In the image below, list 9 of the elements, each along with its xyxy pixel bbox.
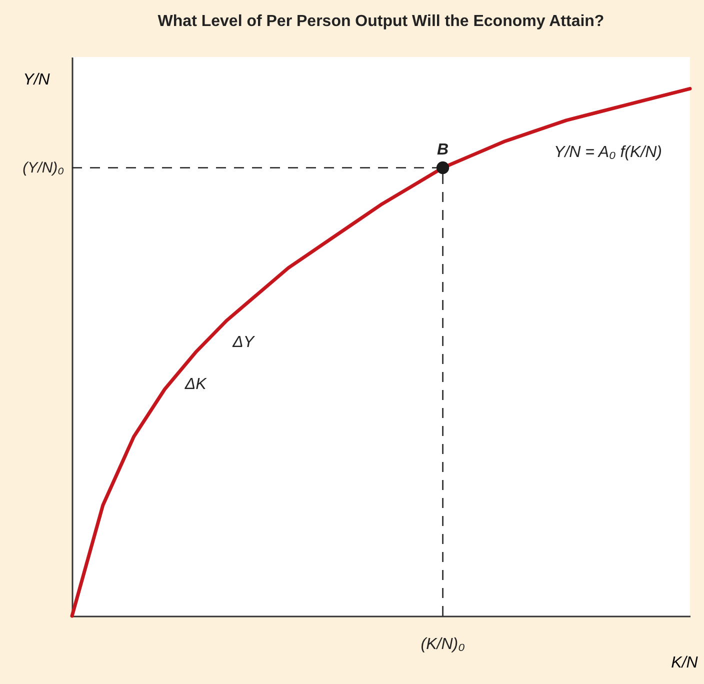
ref-line-label: (Y/N)₀ [22, 160, 64, 177]
chart-title: What Level of Per Person Output Will the Economy Attain? [158, 13, 604, 30]
x-axis-title: K/N [671, 654, 698, 672]
annotation: B [437, 142, 449, 159]
text: (K/N)₀ [420, 636, 465, 653]
annotation: ΔY [232, 334, 256, 351]
y-axis-title: Y/N [23, 72, 50, 88]
annotation: Y/N = A₀ f(K/N) [554, 144, 662, 161]
annotation: ΔK [184, 376, 208, 393]
